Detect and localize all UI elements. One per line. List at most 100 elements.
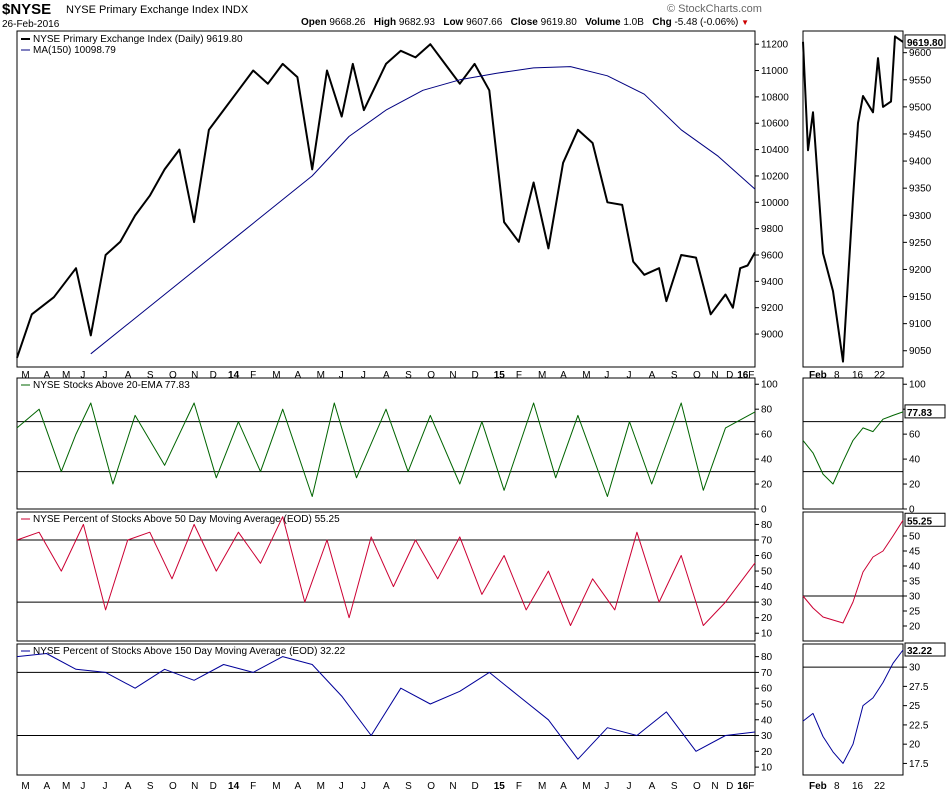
- price-xtick-label: A: [44, 370, 51, 381]
- price-xtick-label: M: [582, 370, 590, 381]
- bottom-xtick-label: A: [125, 781, 132, 792]
- zoom-ma50_zoom-ytick-label: 35: [909, 577, 921, 588]
- zoom-ma150_zoom-last-value-box: [904, 642, 946, 657]
- bottom-xtick-label: J: [339, 781, 344, 792]
- ma150-ytick-label: 10: [761, 763, 773, 774]
- bottom-xtick-label: A: [294, 781, 301, 792]
- bottom-xtick-label: F: [748, 781, 754, 792]
- legend-ema20: NYSE Stocks Above 20-EMA 77.83: [33, 380, 190, 391]
- zoom-ema20_zoom-panel-frame: [802, 377, 904, 510]
- price-ytick-label: 9000: [761, 330, 784, 341]
- price-ytick-label: 10200: [761, 171, 789, 182]
- bottom-xtick-label: N: [449, 781, 456, 792]
- price-xtick-label: F: [516, 370, 522, 381]
- zoom-price_zoom-ytick-label: 9150: [909, 292, 932, 303]
- zoom-ma50_zoom-last-value-label: 55.25: [907, 516, 932, 527]
- zoom-ma50_zoom-last-value-box: [904, 512, 946, 527]
- price-series-line-1: [90, 66, 756, 355]
- stockcharts-credit: © StockCharts.com: [667, 3, 762, 15]
- ma150-ytick-label: 60: [761, 684, 773, 695]
- zoom-price_zoom-last-value-box: [904, 34, 946, 49]
- zoom-ma50_zoom-ytick-label: 50: [909, 532, 921, 543]
- ma150-series-line-0: [16, 653, 756, 760]
- price-xtick-label: O: [169, 370, 177, 381]
- bottom-xtick-label: F: [516, 781, 522, 792]
- zoom-ema20_zoom-ytick-label: 0: [909, 505, 915, 516]
- legend-ma: MA(150) 10098.79: [33, 45, 116, 56]
- zoom-ma150_zoom-ytick-label: 25: [909, 701, 921, 712]
- bottom-xtick-label: A: [44, 781, 51, 792]
- price-xtick-label: N: [711, 370, 718, 381]
- price-xtick-label: M: [317, 370, 325, 381]
- close-label: Close: [510, 17, 538, 28]
- bottom-xtick-label: M: [582, 781, 590, 792]
- bottom-xtick-label: J: [361, 781, 366, 792]
- ma50-ytick-label: 40: [761, 582, 773, 593]
- zoom-ma50_zoom-ytick-label: 25: [909, 607, 921, 618]
- bottom-xtick-label: D: [472, 781, 479, 792]
- zoom-ma150_zoom-ytick-label: 27.5: [909, 682, 929, 693]
- ma150-ytick-label: 20: [761, 747, 773, 758]
- ma50-ytick-label: 80: [761, 520, 773, 531]
- zoom-ma150_zoom-ytick-label: 17.5: [909, 759, 929, 770]
- price-xtick-label: 14: [228, 370, 240, 381]
- zoom-price-xtick-label: 22: [874, 370, 886, 381]
- price-xtick-label: N: [449, 370, 456, 381]
- zoom-bottom-xtick-label: Feb: [809, 781, 827, 792]
- zoom-price_zoom-ytick-label: 9400: [909, 157, 932, 168]
- bottom-xtick-label: J: [627, 781, 632, 792]
- price-xtick-label: A: [383, 370, 390, 381]
- bottom-xtick-label: J: [80, 781, 85, 792]
- price-ytick-label: 10000: [761, 198, 789, 209]
- ema20-ytick-label: 0: [761, 505, 767, 516]
- price-ytick-label: 11000: [761, 66, 789, 77]
- ema20-ytick-label: 40: [761, 455, 773, 466]
- price-xtick-label: D: [472, 370, 479, 381]
- bottom-xtick-label: J: [103, 781, 108, 792]
- price-xtick-label: A: [560, 370, 567, 381]
- zoom-ma150_zoom-panel-frame: [802, 643, 904, 776]
- price-xtick-label: N: [191, 370, 198, 381]
- price-xtick-label: M: [272, 370, 280, 381]
- price-ytick-label: 9200: [761, 303, 784, 314]
- zoom-bottom-xtick-label: 16: [852, 781, 864, 792]
- zoom-price-xtick-label: Feb: [809, 370, 827, 381]
- price-xtick-label: 16: [737, 370, 749, 381]
- bottom-xtick-label: O: [693, 781, 701, 792]
- ma50-ytick-label: 60: [761, 551, 773, 562]
- high-label: High: [373, 17, 397, 28]
- bottom-xtick-label: 14: [228, 781, 240, 792]
- price-xtick-label: J: [339, 370, 344, 381]
- chg-value: -5.48 (-0.06%): [674, 17, 739, 28]
- ma150-ytick-label: 30: [761, 731, 773, 742]
- ma150-ytick-label: 40: [761, 715, 773, 726]
- ma150-ytick-label: 50: [761, 699, 773, 710]
- zoom-ma150_zoom-ytick-label: 22.5: [909, 720, 929, 731]
- bottom-xtick-label: M: [21, 781, 29, 792]
- high-value: 9682.93: [398, 17, 435, 28]
- zoom-price_zoom-ytick-label: 9350: [909, 184, 932, 195]
- price-xtick-label: M: [538, 370, 546, 381]
- price-xtick-label: S: [147, 370, 154, 381]
- price-xtick-label: J: [103, 370, 108, 381]
- price-panel-frame: [16, 30, 756, 368]
- zoom-ma50_zoom-ytick-label: 45: [909, 547, 921, 558]
- quote-summary: Open 9668.26 High 9682.93 Low 9607.66 Cl…: [301, 17, 749, 28]
- bottom-xtick-label: D: [210, 781, 217, 792]
- symbol-title: $NYSE: [2, 1, 52, 18]
- ma50-ytick-label: 10: [761, 629, 773, 640]
- ma150-ytick-label: 80: [761, 652, 773, 663]
- zoom-price_zoom-ytick-label: 9500: [909, 102, 932, 113]
- zoom-ma50_zoom-ytick-label: 20: [909, 622, 921, 633]
- price-ytick-label: 10600: [761, 119, 789, 130]
- open-label: Open: [301, 17, 327, 28]
- ma50-ytick-label: 30: [761, 598, 773, 609]
- price-xtick-label: M: [21, 370, 29, 381]
- zoom-ema20_zoom-ytick-label: 60: [909, 430, 921, 441]
- price-xtick-label: J: [627, 370, 632, 381]
- bottom-xtick-label: S: [147, 781, 154, 792]
- zoom-price-xtick-label: 16: [852, 370, 864, 381]
- ma50-panel-frame: [16, 511, 756, 642]
- low-value: 9607.66: [466, 17, 503, 28]
